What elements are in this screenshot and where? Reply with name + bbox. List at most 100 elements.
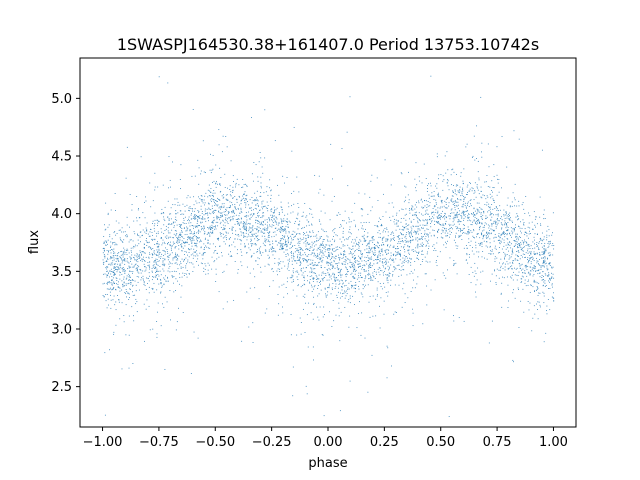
data-point: [478, 211, 480, 213]
data-point: [112, 242, 114, 244]
data-point: [289, 244, 291, 245]
data-point: [467, 220, 469, 222]
data-point: [182, 236, 184, 238]
data-point: [290, 247, 292, 249]
data-point: [201, 200, 203, 202]
data-point: [200, 222, 202, 224]
data-point: [205, 245, 207, 247]
data-point: [197, 255, 199, 257]
data-point: [180, 263, 182, 265]
data-point: [235, 184, 237, 186]
data-point: [208, 208, 210, 210]
data-point: [177, 238, 178, 240]
data-point: [199, 225, 200, 226]
data-point: [388, 272, 390, 274]
data-point: [147, 262, 149, 264]
data-point: [387, 282, 389, 284]
data-point: [294, 220, 296, 222]
data-point: [521, 263, 523, 265]
data-point: [453, 202, 455, 204]
data-point: [456, 217, 458, 219]
data-point: [509, 266, 511, 268]
data-point: [198, 229, 200, 231]
data-point: [524, 272, 526, 274]
data-point: [196, 236, 197, 238]
data-point: [341, 289, 343, 291]
data-point: [398, 210, 400, 212]
data-point: [501, 227, 503, 229]
data-point: [397, 243, 399, 244]
data-point: [176, 219, 178, 221]
data-point: [466, 254, 468, 256]
data-point: [397, 220, 399, 222]
data-point: [320, 244, 322, 246]
data-point: [391, 231, 393, 233]
data-point: [476, 234, 478, 235]
data-point: [210, 229, 211, 231]
data-point: [527, 250, 528, 252]
data-point: [513, 245, 515, 247]
data-point: [130, 260, 131, 262]
data-point: [213, 190, 215, 192]
data-point: [514, 258, 516, 260]
data-point: [122, 284, 124, 286]
data-point: [344, 245, 346, 247]
data-point: [381, 248, 383, 250]
data-point: [468, 213, 470, 215]
data-point: [487, 237, 489, 239]
data-point: [262, 208, 263, 210]
data-point: [517, 260, 519, 261]
data-point: [219, 199, 220, 201]
data-point: [106, 276, 108, 278]
data-point: [329, 259, 331, 261]
data-point: [321, 272, 323, 274]
data-point: [253, 243, 255, 245]
data-point: [137, 269, 138, 271]
data-point: [521, 250, 523, 252]
data-point: [348, 326, 350, 328]
data-point: [361, 254, 363, 256]
data-point: [328, 255, 330, 257]
data-point: [257, 223, 259, 225]
data-point: [103, 255, 105, 257]
data-point: [500, 293, 502, 295]
data-point: [196, 246, 198, 248]
data-point: [354, 254, 356, 256]
data-point: [339, 259, 341, 261]
data-point: [476, 279, 478, 281]
data-point: [120, 254, 122, 256]
data-point: [251, 255, 253, 257]
data-point: [491, 223, 493, 225]
data-point: [421, 227, 423, 229]
data-point: [412, 206, 414, 208]
data-point: [271, 268, 273, 270]
data-point: [470, 240, 472, 242]
data-point: [184, 273, 186, 274]
data-point: [515, 233, 517, 235]
data-point: [210, 191, 212, 193]
data-point: [488, 342, 490, 344]
data-point: [217, 204, 219, 206]
data-point: [160, 228, 162, 230]
data-point: [228, 238, 230, 240]
data-point: [344, 306, 346, 308]
data-point: [363, 222, 365, 223]
data-point: [496, 257, 498, 259]
data-point: [405, 208, 407, 210]
data-point: [474, 190, 476, 191]
data-point: [433, 214, 435, 216]
data-point: [108, 224, 110, 226]
data-point: [222, 229, 224, 231]
data-point: [515, 243, 517, 245]
data-point: [281, 228, 283, 230]
data-point: [527, 245, 529, 246]
data-point: [241, 255, 243, 256]
data-point: [124, 273, 126, 274]
data-point: [292, 245, 294, 247]
data-point: [253, 213, 255, 215]
data-point: [167, 255, 169, 257]
data-point: [364, 231, 365, 232]
data-point: [107, 298, 109, 300]
data-point: [384, 257, 386, 259]
data-point: [358, 288, 360, 290]
